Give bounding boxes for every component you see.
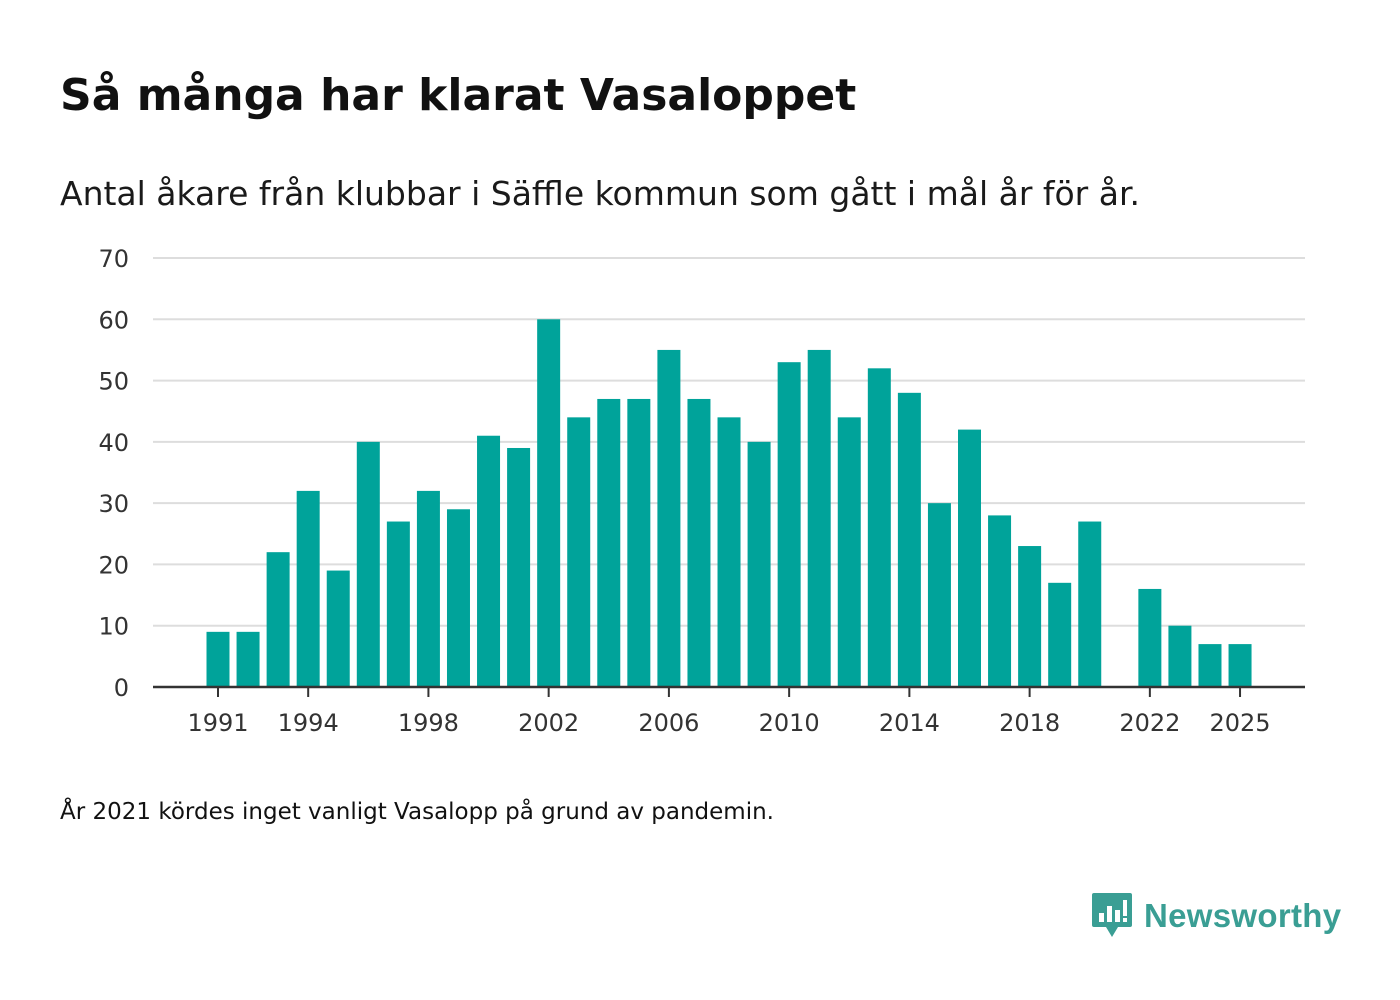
bar-2000[interactable]	[477, 435, 501, 687]
bar-2002[interactable]	[537, 319, 561, 687]
bar-2025[interactable]	[1228, 644, 1252, 687]
bar-1993[interactable]	[266, 552, 290, 687]
bar-1991[interactable]	[206, 631, 230, 687]
bar-2016[interactable]	[958, 429, 981, 687]
bar-2003[interactable]	[567, 417, 591, 687]
bar-2020[interactable]	[1078, 521, 1102, 687]
bar-2017[interactable]	[988, 515, 1012, 687]
x-tick-label-2014: 2014	[879, 709, 940, 737]
y-tick-label-0: 0	[114, 674, 129, 702]
chart-title: Så många har klarat Vasaloppet	[60, 70, 857, 121]
bar-1996[interactable]	[356, 441, 380, 687]
x-tick-label-2022: 2022	[1119, 709, 1180, 737]
bar-2024[interactable]	[1198, 644, 1222, 687]
y-tick-label-40: 40	[98, 429, 129, 457]
bar-2012[interactable]	[837, 417, 861, 687]
x-tick-label-1991: 1991	[187, 709, 248, 737]
y-tick-label-20: 20	[98, 551, 129, 579]
x-tick-label-1998: 1998	[398, 709, 459, 737]
bar-2014[interactable]	[897, 392, 921, 687]
bar-2018[interactable]	[1018, 546, 1042, 687]
bar-2022[interactable]	[1138, 588, 1162, 687]
y-tick-label-50: 50	[98, 368, 129, 396]
x-tick-label-2010: 2010	[759, 709, 820, 737]
bar-chart: 0 10 20 30 40 50 60 70 1991 1994 1998 2002 2006 2010 2…	[98, 245, 1305, 737]
x-tick-label-2018: 2018	[999, 709, 1060, 737]
bar-2009[interactable]	[747, 441, 771, 687]
bar-2007[interactable]	[687, 398, 711, 687]
axis-layer: 0 10 20 30 40 50 60 70 1991 1994 1998 2002 2006 2010 2…	[98, 245, 1305, 737]
bar-1992[interactable]	[236, 631, 260, 687]
bar-2006[interactable]	[657, 349, 681, 687]
bar-1997[interactable]	[386, 521, 410, 687]
newsworthy-brand[interactable]: Newsworthy	[1090, 890, 1341, 942]
bar-1999[interactable]	[446, 509, 470, 687]
bar-2015[interactable]	[927, 503, 951, 687]
bar-2004[interactable]	[597, 398, 621, 687]
bar-2013[interactable]	[867, 368, 891, 687]
bar-2001[interactable]	[507, 447, 531, 687]
y-tick-label-10: 10	[98, 613, 129, 641]
footnote: År 2021 kördes inget vanligt Vasalopp på…	[60, 799, 774, 825]
bar-2023[interactable]	[1168, 625, 1192, 687]
y-tick-label-60: 60	[98, 306, 129, 334]
bar-1994[interactable]	[296, 490, 320, 687]
x-tick-label-1994: 1994	[278, 709, 339, 737]
chart-subtitle: Antal åkare från klubbar i Säffle kommun…	[60, 174, 1140, 213]
bar-chart-pin-icon	[1092, 893, 1132, 937]
bar-2008[interactable]	[717, 417, 741, 687]
bar-1998[interactable]	[416, 490, 440, 687]
bar-2010[interactable]	[777, 362, 801, 687]
bar-1995[interactable]	[326, 570, 350, 687]
y-tick-label-30: 30	[98, 490, 129, 518]
x-tick-label-2006: 2006	[638, 709, 699, 737]
y-tick-label-70: 70	[98, 245, 129, 273]
bar-2005[interactable]	[627, 398, 651, 687]
bar-layer	[206, 319, 1252, 687]
x-tick-label-2002: 2002	[518, 709, 579, 737]
bar-2011[interactable]	[807, 349, 831, 687]
x-tick-label-2025: 2025	[1210, 709, 1271, 737]
brand-name: Newsworthy	[1144, 897, 1342, 934]
bar-2019[interactable]	[1048, 582, 1072, 687]
